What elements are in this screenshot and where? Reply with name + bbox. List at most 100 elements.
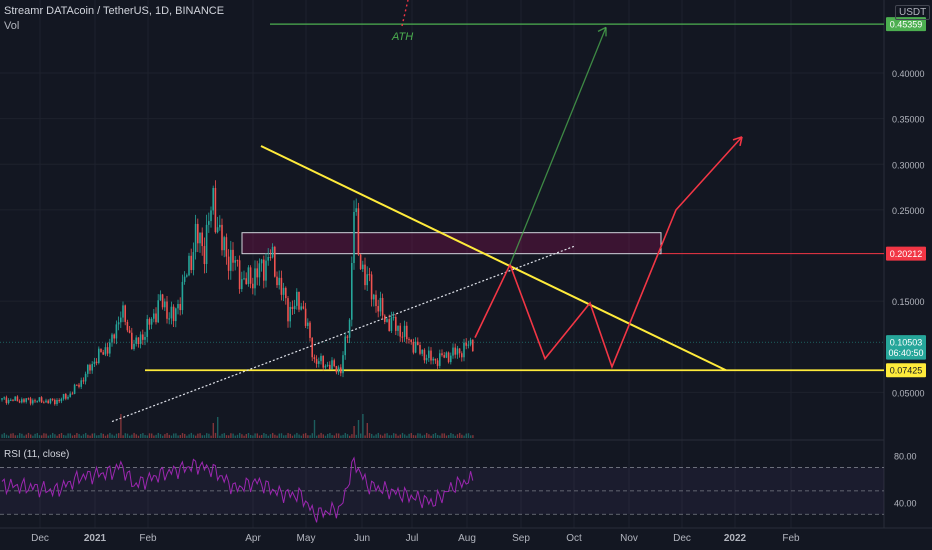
volume-bar [272,432,274,438]
volume-bar [100,433,102,438]
volume-bar [197,433,199,438]
candle-body [348,319,351,338]
candle-body [410,339,412,342]
volume-bar [412,435,415,438]
candle-body [225,237,228,257]
volume-bar [195,435,197,438]
candle-body [333,360,335,367]
volume-bar [459,432,461,438]
volume-bar [67,433,69,438]
candle-body [388,319,390,332]
volume-bar [423,434,426,438]
volume-bar [437,434,439,438]
candle-body [34,400,36,402]
candle-body [166,301,168,319]
volume-bar [85,432,87,438]
candle-body [397,325,399,331]
candle-body [188,255,190,276]
volume-bar [344,432,346,438]
candle-body [234,260,236,263]
volume-bar [241,434,243,438]
candle-body [302,306,305,309]
candle-body [137,337,140,345]
candle-body [210,210,212,222]
candle-body [164,301,166,308]
candle-body [390,317,393,332]
candle-body [443,355,445,358]
candle-body [78,384,80,387]
volume-bar [109,432,111,438]
volume-label: Vol [4,20,20,32]
volume-bar [153,435,155,438]
volume-bar [173,433,175,438]
volume-bar [49,434,52,438]
candle-body [472,339,474,352]
volume-bar [192,434,195,438]
volume-bar [384,433,386,438]
volume-bar [307,435,309,438]
volume-bar [368,433,371,438]
volume-bar [223,433,225,438]
volume-bar [164,434,166,438]
volume-bar [126,433,129,438]
candle-body [181,281,184,311]
volume-bar [131,434,133,438]
volume-bar [56,435,58,438]
candle-body [236,260,239,262]
candle-body [414,341,417,353]
candle-body [340,367,342,374]
volume-bar [230,433,232,438]
volume-bar [142,433,144,438]
volume-bar [225,435,228,438]
volume-bar [212,423,214,438]
volume-bar [283,435,285,438]
candle-body [296,291,298,306]
candle-body [208,221,210,225]
candle-body [54,399,56,405]
candle-body [117,322,120,325]
candle-body [335,366,338,373]
currency-badge[interactable]: USDT [895,5,931,20]
candle-body [366,274,368,286]
volume-bar [54,434,56,438]
candle-body [56,399,58,405]
volume-bar [140,433,142,438]
volume-bar [41,435,43,438]
volume-bar [162,435,164,438]
candle-body [67,396,69,399]
candle-body [346,336,349,338]
price-tick-label: 0.35000 [892,115,925,125]
volume-bar [133,432,135,438]
volume-bar [118,433,120,438]
symbol-title: Streamr DATAcoin / TetherUS, 1D, BINANCE [4,5,225,17]
candle-body [432,358,434,361]
candle-body [320,355,322,362]
volume-bar [219,435,221,438]
candle-body [190,255,192,271]
volume-bar [252,435,254,438]
volume-bar [329,433,331,438]
candle-body [95,361,98,363]
volume-bar [269,434,272,438]
volume-bar [327,433,329,438]
volume-bar [25,434,27,438]
candle-body [203,246,206,265]
candle-body [381,297,384,316]
candle-body [7,399,10,404]
candle-body [157,300,159,323]
candle-body [274,246,276,277]
volume-bar [404,434,406,438]
candle-body [148,318,151,325]
candle-body [282,287,285,295]
volume-bar [177,435,179,438]
volume-bar [78,434,80,438]
volume-bar [393,433,395,438]
candle-body [16,396,19,402]
candle-body [278,277,280,286]
candle-body [76,384,78,386]
volume-bar [23,435,25,438]
candle-body [3,397,5,399]
volume-bar [346,434,349,438]
